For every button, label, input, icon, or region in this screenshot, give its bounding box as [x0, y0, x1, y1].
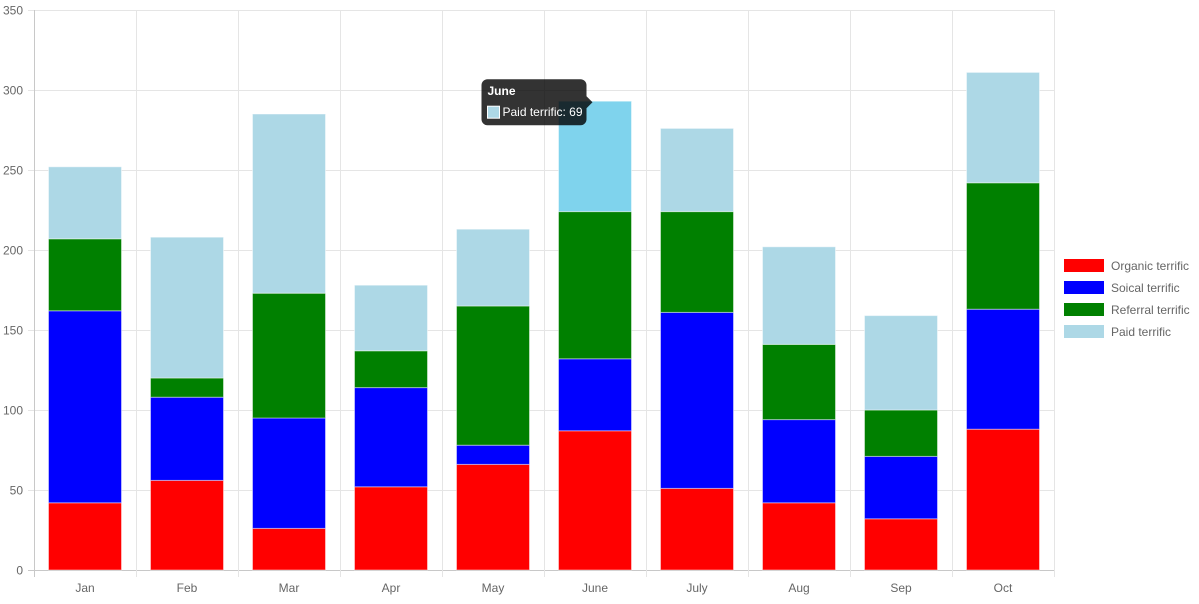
- bar-organic-terrific-june[interactable]: [558, 430, 632, 571]
- y-tick-label: 200: [3, 244, 23, 258]
- legend-item-referral-terrific[interactable]: Referral terrific: [1064, 303, 1190, 317]
- bar-referral-terrific-may[interactable]: [456, 305, 530, 446]
- x-tick-label: Aug: [788, 581, 809, 595]
- x-tick-label: July: [686, 581, 707, 595]
- bar-organic-terrific-apr[interactable]: [354, 486, 428, 571]
- x-tick-label: Feb: [177, 581, 198, 595]
- bar-soical-terrific-apr[interactable]: [354, 387, 428, 488]
- y-tick-label: 150: [3, 324, 23, 338]
- y-tick-label: 300: [3, 84, 23, 98]
- bar-organic-terrific-sep[interactable]: [864, 518, 938, 571]
- bar-paid-terrific-sep[interactable]: [864, 315, 938, 411]
- axis-layer: 0 50 100 150 200 250 300 350 Jan Feb Mar Apr May June…: [3, 4, 1013, 596]
- bar-paid-terrific-feb[interactable]: [150, 236, 224, 379]
- legend-label: Soical terrific: [1111, 281, 1180, 295]
- y-tick-label: 100: [3, 404, 23, 418]
- tooltip-swatch: [487, 105, 500, 119]
- bar-soical-terrific-mar[interactable]: [252, 417, 326, 529]
- legend-label: Paid terrific: [1111, 325, 1171, 339]
- x-tick-label: June: [582, 581, 608, 595]
- tooltip-background: [481, 79, 587, 126]
- bar-paid-terrific-mar[interactable]: [252, 113, 326, 294]
- bar-paid-terrific-july[interactable]: [660, 127, 734, 213]
- bar-referral-terrific-june[interactable]: [558, 211, 632, 360]
- bar-organic-terrific-july[interactable]: [660, 487, 734, 571]
- x-tick-label: Jan: [75, 581, 94, 595]
- bar-paid-terrific-oct[interactable]: [966, 71, 1040, 184]
- bar-organic-terrific-oct[interactable]: [966, 428, 1040, 571]
- bar-referral-terrific-mar[interactable]: [252, 292, 326, 419]
- legend-swatch: [1064, 325, 1104, 338]
- y-tick-label: 0: [16, 564, 23, 578]
- x-tick-label: Sep: [890, 581, 912, 595]
- bar-organic-terrific-feb[interactable]: [150, 479, 224, 571]
- y-tick-label: 50: [10, 484, 24, 498]
- tooltip-box: June Paid terrific: 69: [481, 79, 593, 126]
- legend-swatch: [1064, 259, 1104, 272]
- bar-soical-terrific-june[interactable]: [558, 358, 632, 432]
- tooltip-label: Paid terrific: 69: [503, 105, 583, 119]
- x-tick-label: Apr: [382, 581, 401, 595]
- bar-organic-terrific-mar[interactable]: [252, 527, 326, 571]
- legend-label: Organic terrific: [1111, 259, 1189, 273]
- legend-label: Referral terrific: [1111, 303, 1190, 317]
- legend-swatch: [1064, 303, 1104, 316]
- legend-swatch: [1064, 281, 1104, 294]
- bar-soical-terrific-july[interactable]: [660, 311, 734, 489]
- bar-referral-terrific-july[interactable]: [660, 211, 734, 313]
- legend-item-soical-terrific[interactable]: Soical terrific: [1064, 281, 1180, 295]
- bar-referral-terrific-oct[interactable]: [966, 182, 1040, 310]
- bar-soical-terrific-may[interactable]: [456, 444, 530, 465]
- legend-item-paid-terrific[interactable]: Paid terrific: [1064, 325, 1171, 339]
- bar-paid-terrific-may[interactable]: [456, 228, 530, 307]
- grid-layer: [28, 10, 1055, 577]
- bar-referral-terrific-aug[interactable]: [762, 343, 836, 421]
- bar-organic-terrific-jan[interactable]: [48, 502, 122, 571]
- bar-soical-terrific-sep[interactable]: [864, 455, 938, 520]
- x-tick-label: May: [482, 581, 505, 595]
- bar-referral-terrific-feb[interactable]: [150, 377, 224, 398]
- bar-paid-terrific-jan[interactable]: [48, 166, 122, 240]
- legend: Organic terrific Soical terrific Referral …: [1064, 259, 1190, 339]
- tooltip-caret: [586, 96, 593, 109]
- bar-soical-terrific-oct[interactable]: [966, 308, 1040, 430]
- bar-referral-terrific-sep[interactable]: [864, 409, 938, 457]
- bar-soical-terrific-feb[interactable]: [150, 396, 224, 481]
- y-tick-label: 250: [3, 164, 23, 178]
- bar-paid-terrific-aug[interactable]: [762, 246, 836, 345]
- x-tick-label: Mar: [279, 581, 300, 595]
- bar-soical-terrific-aug[interactable]: [762, 419, 836, 504]
- bar-paid-terrific-apr[interactable]: [354, 284, 428, 352]
- x-tick-label: Oct: [994, 581, 1013, 595]
- bar-organic-terrific-aug[interactable]: [762, 502, 836, 571]
- bars-layer: [48, 71, 1040, 571]
- bar-referral-terrific-apr[interactable]: [354, 350, 428, 389]
- bar-referral-terrific-jan[interactable]: [48, 238, 122, 312]
- legend-item-organic-terrific[interactable]: Organic terrific: [1064, 259, 1189, 273]
- tooltip-title: June: [488, 84, 516, 98]
- bar-soical-terrific-jan[interactable]: [48, 310, 122, 504]
- tooltip: June Paid terrific: 69: [481, 79, 593, 126]
- y-tick-label: 350: [3, 4, 23, 18]
- bar-organic-terrific-may[interactable]: [456, 463, 530, 571]
